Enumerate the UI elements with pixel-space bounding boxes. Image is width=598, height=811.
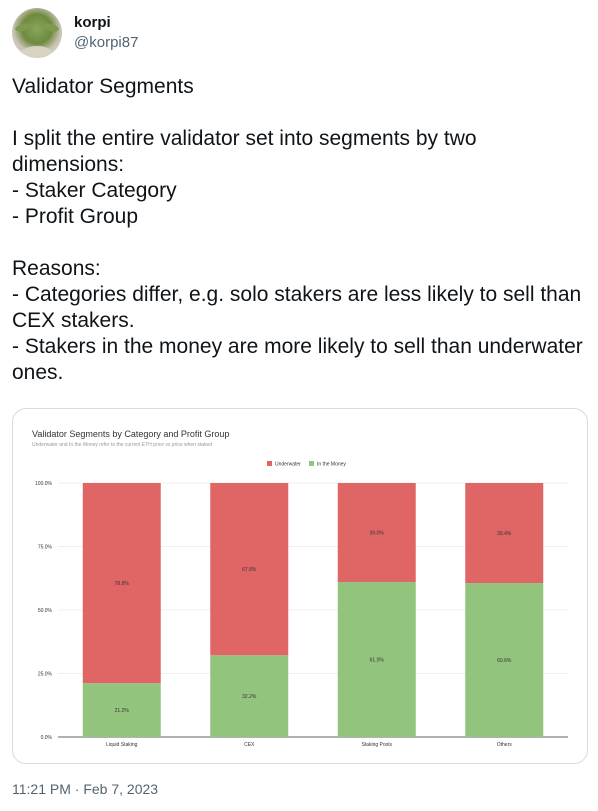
author-handle[interactable]: @korpi87 [74,34,139,51]
y-tick-label: 0.0% [41,735,53,741]
data-label: 61.0% [370,658,385,664]
tweet-header: korpi @korpi87 [12,8,138,58]
tweet-line: I split the entire validator set into se… [12,127,477,176]
tweet-text: Validator Segments I split the entire va… [12,74,586,386]
x-tick-label: Others [497,742,513,748]
chart-title: Validator Segments by Category and Profi… [32,429,230,439]
chart-image[interactable]: Validator Segments by Category and Profi… [12,408,588,764]
blank-line [12,100,586,126]
chart-subtitle: Underwater and In the Money refer to the… [32,442,213,448]
data-label: 39.0% [370,531,385,537]
author-display-name[interactable]: korpi [74,14,111,31]
data-label: 60.6% [497,658,512,664]
tweet-line: - Categories differ, e.g. solo stakers a… [12,283,582,332]
tweet-line: Validator Segments [12,75,194,98]
stacked-bar-chart: Underwater In the Money 0.0% 25.0% 50.0% 75.0… [35,461,568,748]
tweet-timestamp[interactable]: 11:21 PM · Feb 7, 2023 [12,781,159,797]
bar-segment-in-the-money [465,583,544,737]
tweet-line: - Profit Group [12,205,139,228]
x-tick-label: Staking Pools [361,742,392,748]
bar-segment-in-the-money [337,582,416,737]
x-tick-label: Liquid Staking [106,742,138,748]
avatar[interactable] [12,8,62,58]
data-label: 21.2% [115,708,130,714]
blank-line [12,230,586,256]
legend-label: Underwater [275,462,301,468]
legend-swatch [267,461,272,466]
bar-segment-underwater [337,483,416,583]
data-label: 39.4% [497,531,512,537]
y-tick-label: 50.0% [38,608,53,614]
bar-segment-in-the-money [210,655,289,737]
bar-segment-underwater [210,483,289,656]
legend-swatch [309,461,314,466]
tweet-line: - Stakers in the money are more likely t… [12,335,583,384]
y-tick-label: 75.0% [38,545,53,551]
data-label: 32.2% [242,694,257,700]
bar-segment-underwater [465,483,544,584]
x-tick-label: CEX [244,742,255,748]
legend-label: In the Money [317,462,346,468]
data-label: 67.8% [242,567,257,573]
y-tick-label: 100.0% [35,481,53,487]
tweet-line: Reasons: [12,257,101,280]
tweet-line: - Staker Category [12,179,177,202]
bar-segment-in-the-money [82,683,161,737]
bar-segment-underwater [82,483,161,684]
data-label: 78.8% [115,581,130,587]
author-names: korpi @korpi87 [74,13,138,53]
y-tick-label: 25.0% [38,672,53,678]
